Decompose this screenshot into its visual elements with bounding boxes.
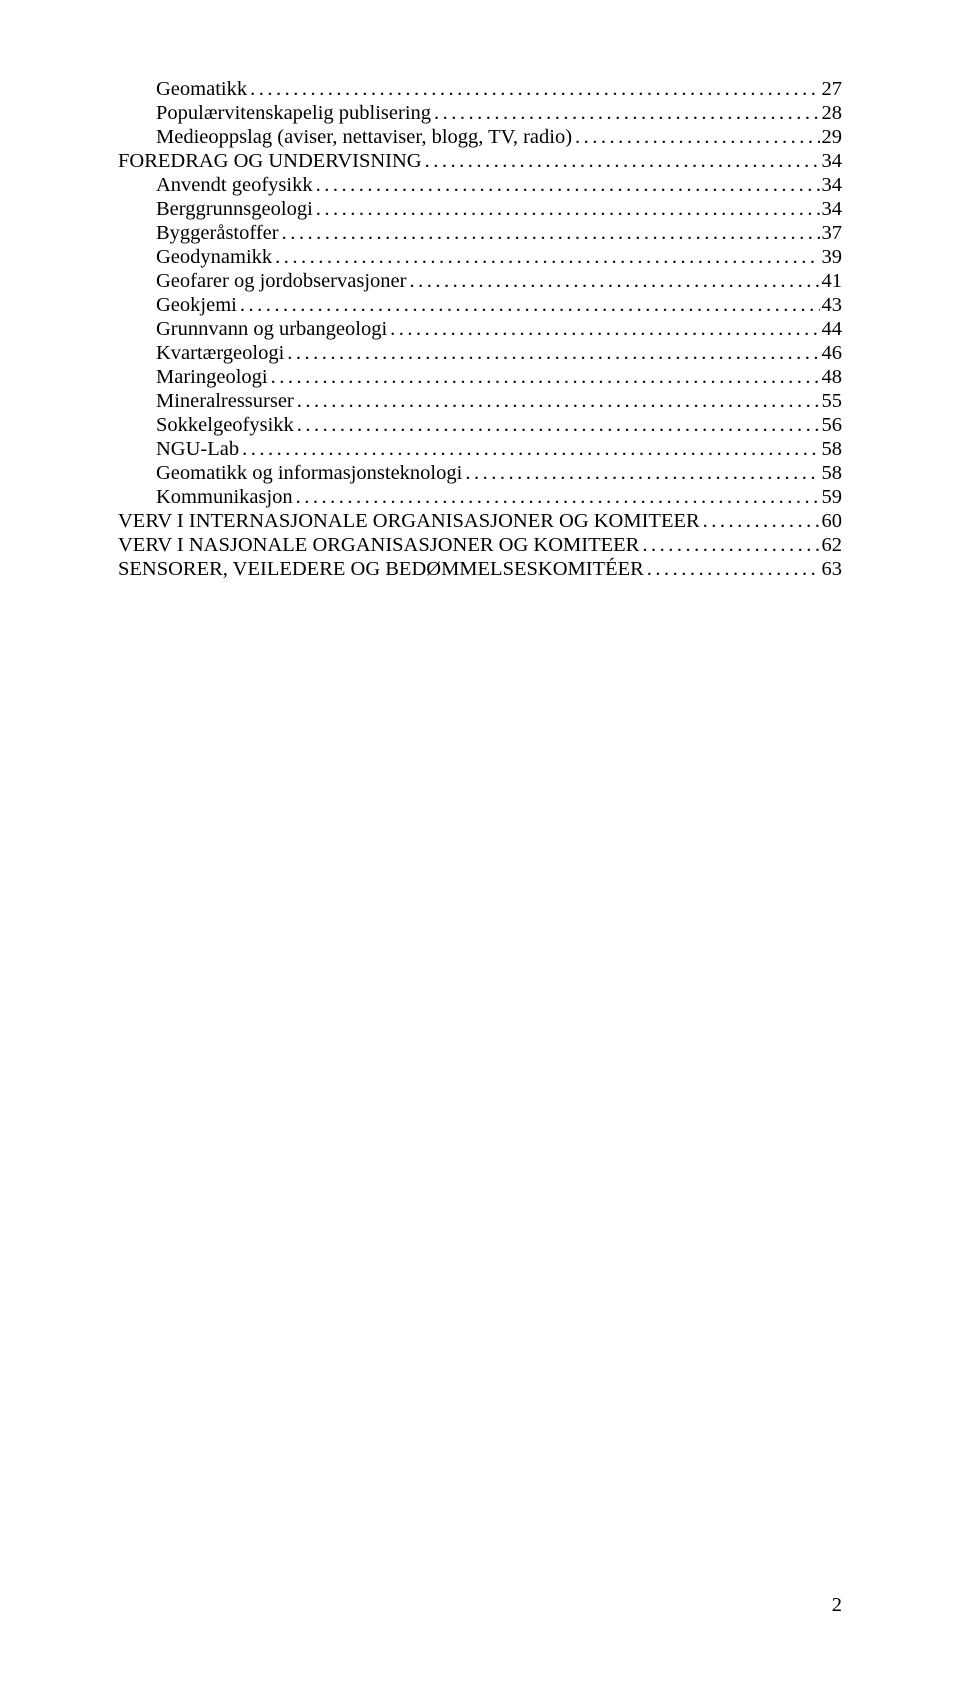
toc-label: Geodynamikk [156, 246, 272, 270]
toc-entry: Grunnvann og urbangeologi 44 [118, 318, 842, 342]
toc-dots [431, 102, 819, 126]
toc-dots [294, 414, 820, 438]
toc-entry: Anvendt geofysikk 34 [118, 174, 842, 198]
toc-entry: NGU-Lab 58 [118, 438, 842, 462]
toc-label: VERV I INTERNASJONALE ORGANISASJONER OG … [118, 510, 700, 534]
toc-page-number: 34 [820, 150, 843, 174]
toc-label: Medieoppslag (aviser, nettaviser, blogg,… [156, 126, 572, 150]
toc-page-number: 56 [820, 414, 843, 438]
toc-dots [268, 366, 820, 390]
toc-dots [293, 486, 820, 510]
toc-dots [313, 198, 820, 222]
toc-label: Sokkelgeofysikk [156, 414, 294, 438]
toc-entry: Geokjemi 43 [118, 294, 842, 318]
toc-list: Geomatikk27Populærvitenskapelig publiser… [118, 78, 842, 582]
toc-entry: Kvartærgeologi 46 [118, 342, 842, 366]
toc-label: Mineralressurser [156, 390, 294, 414]
toc-entry: Geomatikk 27 [118, 78, 842, 102]
toc-label: Geofarer og jordobservasjoner [156, 270, 406, 294]
toc-entry: Maringeologi 48 [118, 366, 842, 390]
toc-entry: Berggrunnsgeologi 34 [118, 198, 842, 222]
toc-entry: Medieoppslag (aviser, nettaviser, blogg,… [118, 126, 842, 150]
toc-dots [422, 150, 820, 174]
toc-entry: Mineralressurser 55 [118, 390, 842, 414]
toc-dots [239, 438, 819, 462]
toc-entry: SENSORER, VEILEDERE OG BEDØMMELSESKOMITÉ… [118, 558, 842, 582]
toc-entry: Sokkelgeofysikk 56 [118, 414, 842, 438]
toc-entry: Populærvitenskapelig publisering 28 [118, 102, 842, 126]
toc-label: Kommunikasjon [156, 486, 293, 510]
toc-dots [572, 126, 819, 150]
toc-entry: Kommunikasjon 59 [118, 486, 842, 510]
toc-label: Geomatikk og informasjonsteknologi [156, 462, 462, 486]
toc-label: VERV I NASJONALE ORGANISASJONER OG KOMIT… [118, 534, 639, 558]
toc-dots [272, 246, 819, 270]
toc-label: Maringeologi [156, 366, 268, 390]
page-number: 2 [832, 1594, 842, 1617]
toc-entry: Geofarer og jordobservasjoner 41 [118, 270, 842, 294]
toc-entry: Geomatikk og informasjonsteknologi 58 [118, 462, 842, 486]
toc-entry: VERV I INTERNASJONALE ORGANISASJONER OG … [118, 510, 842, 534]
toc-label: Populærvitenskapelig publisering [156, 102, 431, 126]
toc-label: Anvendt geofysikk [156, 174, 313, 198]
toc-page-number: 60 [820, 510, 843, 534]
toc-page-number: 34 [820, 174, 843, 198]
toc-dots [406, 270, 819, 294]
toc-page-number: 46 [820, 342, 843, 366]
toc-label: Grunnvann og urbangeologi [156, 318, 387, 342]
toc-page-number: 28 [820, 102, 843, 126]
toc-label: SENSORER, VEILEDERE OG BEDØMMELSESKOMITÉ… [118, 558, 644, 582]
toc-page-number: 63 [820, 558, 843, 582]
toc-page-number: 62 [820, 534, 843, 558]
toc-page-number: 41 [820, 270, 843, 294]
toc-dots [284, 342, 819, 366]
toc-page-number: 43 [820, 294, 843, 318]
toc-dots [644, 558, 820, 582]
toc-page-number: 34 [820, 198, 843, 222]
toc-label: NGU-Lab [156, 438, 239, 462]
toc-dots [700, 510, 820, 534]
toc-page-number: 48 [820, 366, 843, 390]
toc-entry: Geodynamikk 39 [118, 246, 842, 270]
toc-page-number: 29 [820, 126, 843, 150]
toc-entry: Byggeråstoffer 37 [118, 222, 842, 246]
toc-dots [247, 78, 819, 102]
toc-label: Berggrunnsgeologi [156, 198, 313, 222]
toc-entry: FOREDRAG OG UNDERVISNING 34 [118, 150, 842, 174]
toc-label: Byggeråstoffer [156, 222, 279, 246]
toc-page-number: 59 [820, 486, 843, 510]
toc-page-number: 27 [820, 78, 843, 102]
toc-page-number: 55 [820, 390, 843, 414]
toc-page-number: 58 [820, 462, 843, 486]
toc-dots [294, 390, 820, 414]
toc-label: FOREDRAG OG UNDERVISNING [118, 150, 422, 174]
toc-page: Geomatikk27Populærvitenskapelig publiser… [0, 0, 960, 582]
toc-dots [279, 222, 820, 246]
toc-page-number: 44 [820, 318, 843, 342]
toc-label: Geomatikk [156, 78, 247, 102]
toc-page-number: 58 [820, 438, 843, 462]
toc-entry: VERV I NASJONALE ORGANISASJONER OG KOMIT… [118, 534, 842, 558]
toc-page-number: 37 [820, 222, 843, 246]
toc-dots [639, 534, 819, 558]
toc-dots [462, 462, 819, 486]
toc-dots [313, 174, 820, 198]
toc-label: Geokjemi [156, 294, 237, 318]
toc-dots [237, 294, 820, 318]
toc-label: Kvartærgeologi [156, 342, 284, 366]
toc-page-number: 39 [820, 246, 843, 270]
toc-dots [387, 318, 819, 342]
